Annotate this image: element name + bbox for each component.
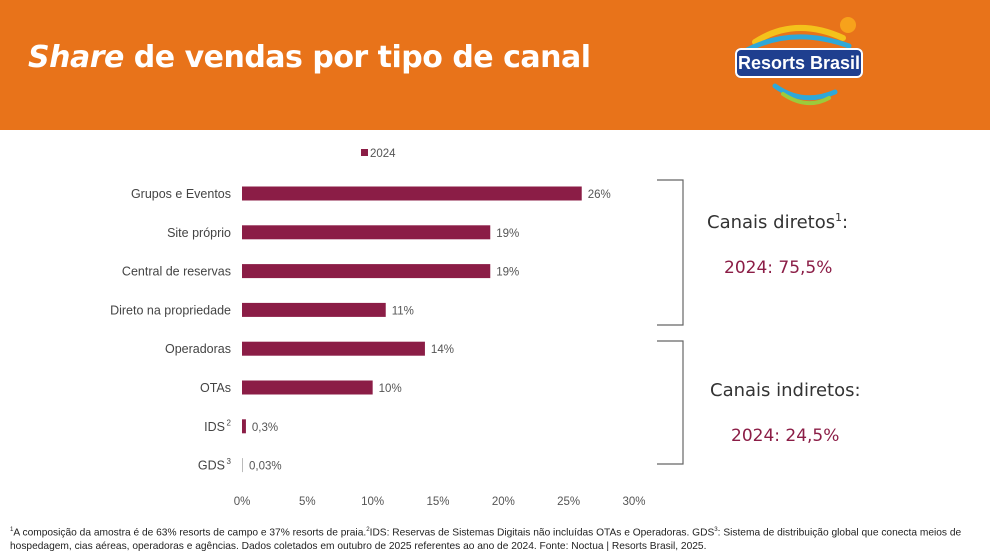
bar (242, 302, 386, 317)
category-label: Direto na propriedade (110, 303, 231, 317)
chart-legend: 2024 (361, 148, 396, 160)
footnote: 1A composição da amostra é de 63% resort… (10, 526, 962, 553)
bar (242, 458, 243, 473)
bar (242, 186, 582, 201)
indirect-channels-label: Canais indiretos: (710, 380, 861, 401)
x-tick-label: 0% (234, 496, 251, 508)
title-rest: de vendas por tipo de canal (123, 40, 591, 75)
direct-bracket (657, 179, 684, 326)
direct-channels-value: 2024: 75,5% (724, 258, 833, 278)
title-italic: Share (28, 40, 124, 75)
bar (242, 341, 425, 356)
data-label: 14% (431, 344, 454, 356)
chart-bars: Grupos e Eventos 26% Site próprio 19% Centra… (110, 186, 611, 473)
page-title: Share de vendas por tipo de canal (28, 40, 591, 75)
indirect-bracket (657, 340, 684, 465)
data-label: 10% (379, 383, 402, 395)
category-label: Grupos e Eventos (131, 187, 231, 201)
group-brackets (657, 179, 684, 465)
legend-swatch (361, 149, 368, 156)
category-label: Site próprio (167, 226, 231, 240)
category-label: OTAs (200, 381, 231, 395)
x-tick-label: 20% (492, 496, 515, 508)
category-superscript: 3 (227, 457, 232, 466)
data-label: 11% (392, 305, 414, 317)
direct-channels-label: Canais diretos1: (707, 211, 849, 233)
data-label: 0,3% (252, 422, 278, 434)
category-label: Central de reservas (122, 265, 231, 279)
data-label: 19% (496, 228, 519, 240)
category-label: Operadoras (165, 342, 231, 356)
bar (242, 419, 246, 434)
bar (242, 380, 373, 395)
legend-label: 2024 (370, 148, 396, 160)
data-label: 26% (588, 189, 611, 201)
x-tick-label: 30% (622, 496, 645, 508)
x-tick-label: 5% (299, 496, 316, 508)
data-label: 0,03% (249, 461, 282, 473)
bar (242, 225, 491, 240)
bar (242, 264, 491, 279)
x-tick-label: 10% (361, 496, 384, 508)
logo-swoosh-icon (744, 17, 856, 106)
x-tick-label: 25% (557, 496, 580, 508)
indirect-channels-value: 2024: 24,5% (731, 426, 840, 446)
bar-chart: 2024 Grupos e Eventos 26% Site próprio 19% C… (110, 148, 684, 508)
logo-text: Resorts Brasil (735, 48, 863, 78)
category-label: IDS (204, 420, 225, 434)
category-superscript: 2 (227, 418, 232, 427)
data-label: 19% (496, 267, 519, 279)
x-tick-label: 15% (426, 496, 449, 508)
category-label: GDS (198, 459, 225, 473)
x-axis: 0% 5% 10% 15% 20% 25% 30% (234, 496, 646, 508)
